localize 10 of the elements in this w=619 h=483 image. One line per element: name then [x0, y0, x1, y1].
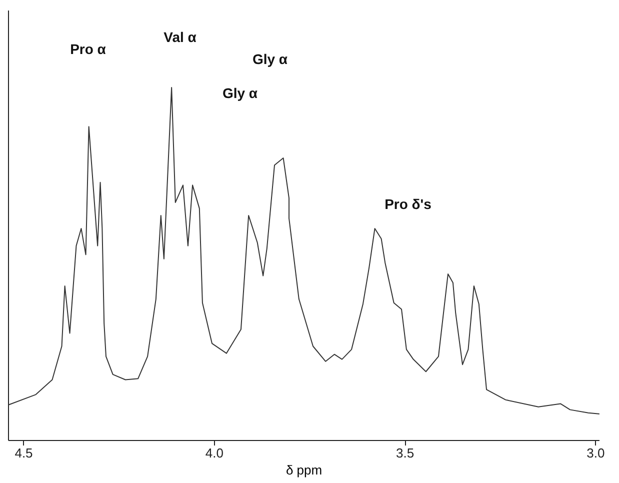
annotation: Pro δ's: [384, 196, 432, 212]
x-tick-label: 4.0: [205, 446, 224, 460]
x-axis-title: δ ppm: [286, 462, 322, 478]
text: Gly α: [252, 51, 288, 67]
annotation: Gly α: [222, 85, 258, 101]
text: Pro α: [70, 41, 106, 57]
x-tick-label: 4.5: [14, 446, 33, 460]
text: Val α: [164, 29, 197, 45]
x-tick-label: 3.0: [586, 446, 605, 460]
x-tick-label: 3.5: [396, 446, 414, 460]
